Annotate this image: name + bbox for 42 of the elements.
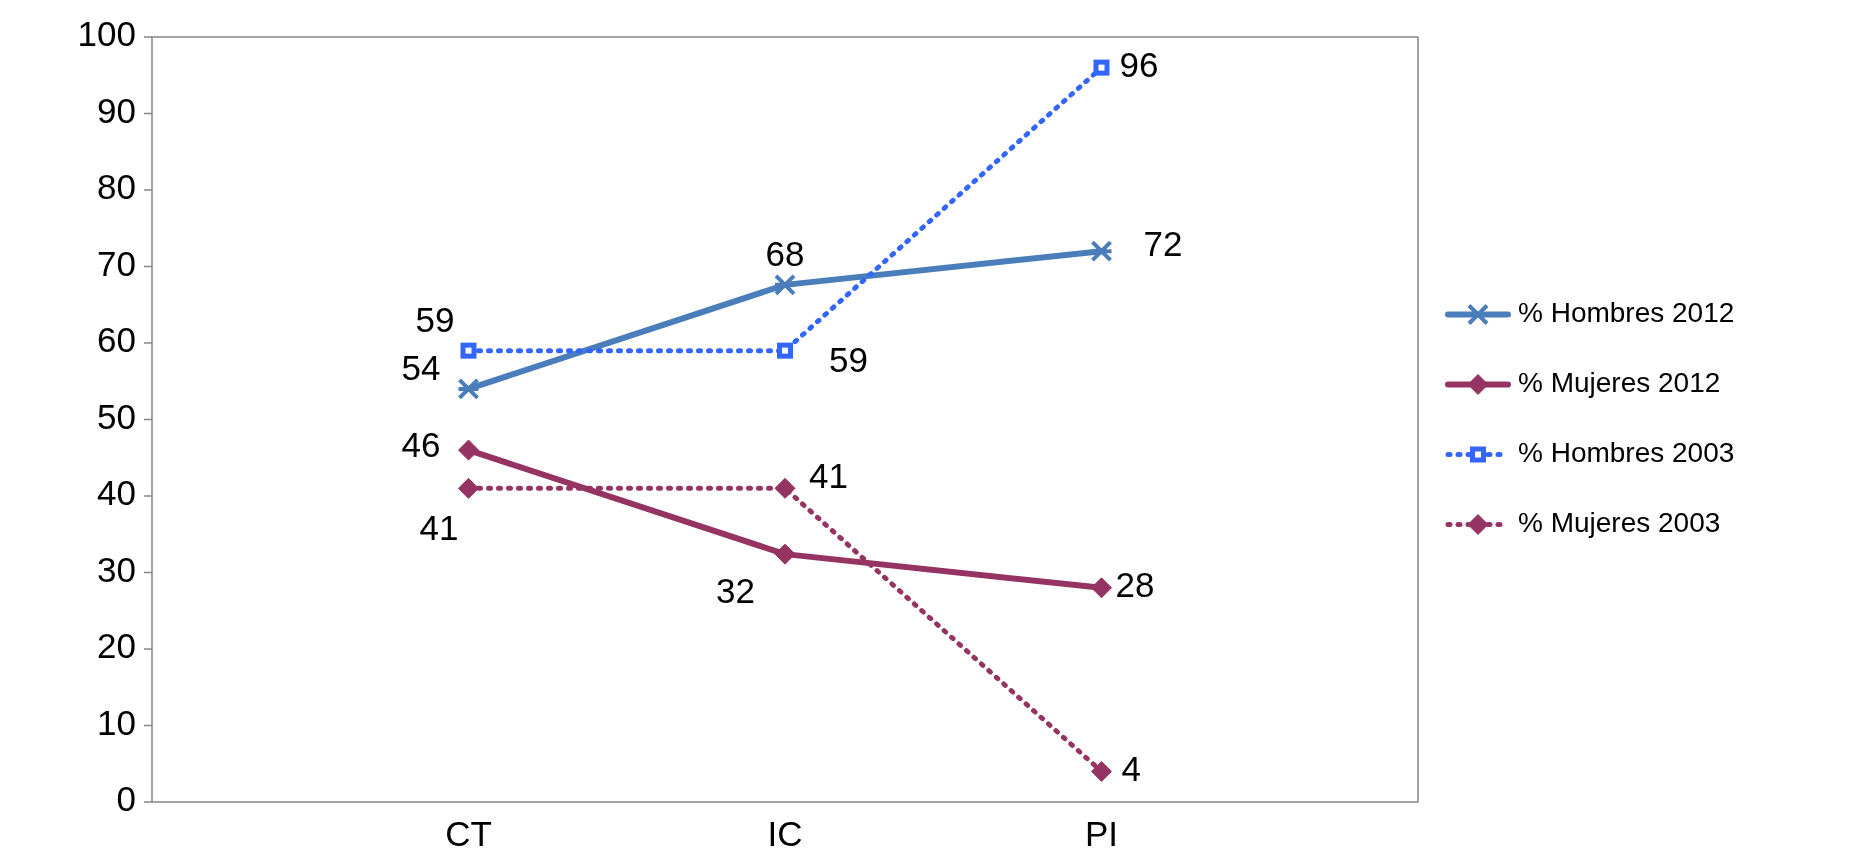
y-tick-label: 70 [97,243,136,283]
data-label: 4 [1121,748,1141,788]
x-tick-label: PI [1084,814,1119,853]
point [458,439,479,461]
y-tick-label: 50 [97,396,136,436]
y-tick-label: 0 [116,779,136,819]
point [460,342,477,359]
y-tick-label: 90 [97,90,136,130]
legend-label: % Mujeres 2003 [1518,506,1721,538]
legend-label: % Hombres 2012 [1518,296,1735,328]
x-tick-label: IC [767,814,803,853]
point [773,273,797,296]
legend-label: % Mujeres 2012 [1518,366,1721,398]
x-tick-label: CT [445,814,492,853]
y-tick-label: 80 [97,167,136,207]
data-label: 54 [401,348,441,388]
y-tick-label: 20 [97,626,136,666]
y-tick-label: 30 [97,549,136,589]
point [774,543,796,565]
data-label: 41 [419,507,459,547]
legend-label: % Hombres 2003 [1518,436,1735,468]
data-label: 28 [1115,565,1155,605]
point [1093,59,1110,76]
data-label: 72 [1143,224,1183,264]
point [1091,760,1112,782]
point [1089,240,1114,263]
y-tick-label: 60 [97,320,136,360]
point [458,477,479,499]
point [1091,577,1112,599]
point [774,477,796,499]
point [456,377,481,400]
data-label: 59 [829,339,868,379]
y-tick-label: 100 [77,14,136,54]
data-label: 32 [716,571,755,611]
data-label: 96 [1119,44,1159,84]
y-tick-label: 10 [97,702,136,742]
data-label: 59 [415,299,455,339]
data-label: 46 [401,425,441,465]
data-label: 41 [809,455,848,495]
data-label: 68 [765,234,805,274]
point [777,342,793,359]
y-tick-label: 40 [97,473,136,513]
